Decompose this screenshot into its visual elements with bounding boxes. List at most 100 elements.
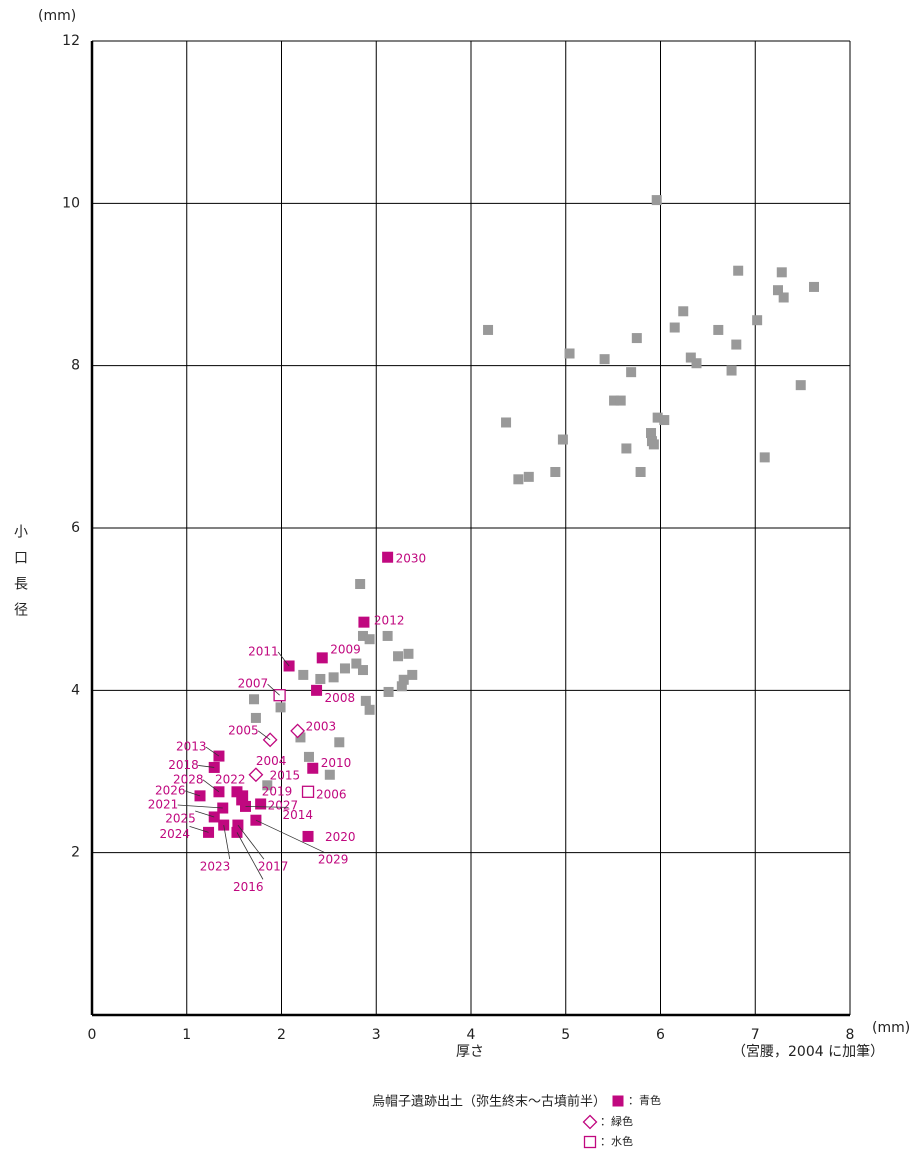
y-tick-label: 4 [71,682,80,698]
point-label: 2024 [160,827,191,841]
x-tick-label: 3 [372,1027,381,1043]
point-label: 2028 [173,772,204,786]
point [311,684,323,696]
point [398,674,409,685]
point-label: 2005 [228,723,259,737]
leader-line [223,825,231,860]
point-label: 2007 [238,677,269,691]
point [778,292,789,303]
point [357,630,368,641]
point [295,732,306,743]
point [303,751,314,762]
point [316,652,328,664]
point [334,737,345,748]
point [564,348,575,359]
legend-marker [612,1095,624,1107]
point [631,333,642,344]
leader-line [277,651,290,667]
point [407,669,418,680]
x-tick-label: 2 [277,1027,286,1043]
point-label: 2006 [316,787,347,801]
point [231,786,243,798]
point [646,428,657,439]
point [328,672,339,683]
leader-line [255,819,325,853]
point [403,648,414,659]
point [382,551,394,563]
legend-title: 烏帽子遺跡出土（弥生終末～古墳前半） [372,1094,606,1110]
point-label: 2021 [148,798,179,812]
point [795,380,806,391]
point [324,769,335,780]
point [396,681,407,692]
x-tick-label: 8 [846,1027,855,1043]
point-label: 2014 [282,808,313,822]
y-tick-label: 8 [71,358,80,374]
point [615,395,626,406]
point-label: 2022 [215,772,246,786]
point-label: 2013 [176,740,207,754]
point [523,471,534,482]
point [513,474,524,485]
x-tick-label: 1 [182,1027,191,1043]
leader-line [237,824,265,860]
point [315,673,326,684]
y-tick-label: 12 [62,33,80,49]
point-label: 2003 [306,719,337,733]
point [733,265,744,276]
legend-label: ：青色 [628,1093,661,1107]
point [355,579,366,590]
point [250,712,261,723]
point [301,785,315,798]
point [248,767,264,783]
point [691,358,702,369]
point [364,634,375,645]
leader-line [184,790,201,797]
point-label: 2010 [321,756,352,770]
point [290,723,306,739]
point [483,324,494,335]
point-label: 2009 [330,642,361,656]
point [557,434,568,445]
point [772,285,783,296]
legend-marker [583,1135,597,1149]
point [255,798,267,810]
leader-line [202,779,220,793]
point [713,324,724,335]
point [626,367,637,378]
point [731,339,742,350]
point [726,365,737,376]
leader-line [257,730,271,741]
x-unit: (mm) [872,1020,910,1036]
point [678,306,689,317]
point-label: 2029 [318,853,349,867]
point [262,780,273,791]
point-label: 2027 [268,798,299,812]
y-label: 小口長径 [12,524,28,628]
leader-line [195,810,215,818]
legend-label: ：緑色 [600,1114,633,1128]
leader-line [177,804,223,809]
y-tick-label: 2 [71,845,80,861]
point [652,412,663,423]
legend-label: ：水色 [600,1134,633,1148]
point-label: 2017 [258,860,289,874]
x-tick-label: 5 [561,1027,570,1043]
point [776,267,787,278]
x-tick-label: 7 [751,1027,760,1043]
point [357,665,368,676]
y-unit: (mm) [38,8,76,24]
point [393,651,404,662]
point [669,322,680,333]
point-label: 2019 [262,784,293,798]
point-label: 2025 [165,811,196,825]
point [651,195,662,206]
point-label: 2016 [233,880,264,894]
point [550,466,561,477]
leader-line [198,765,215,768]
note: （宮腰，2004 に加筆） [732,1044,884,1060]
point-label: 2026 [155,783,186,797]
point [685,352,696,363]
point-label: 2015 [270,768,301,782]
point-label: 2018 [168,758,199,772]
